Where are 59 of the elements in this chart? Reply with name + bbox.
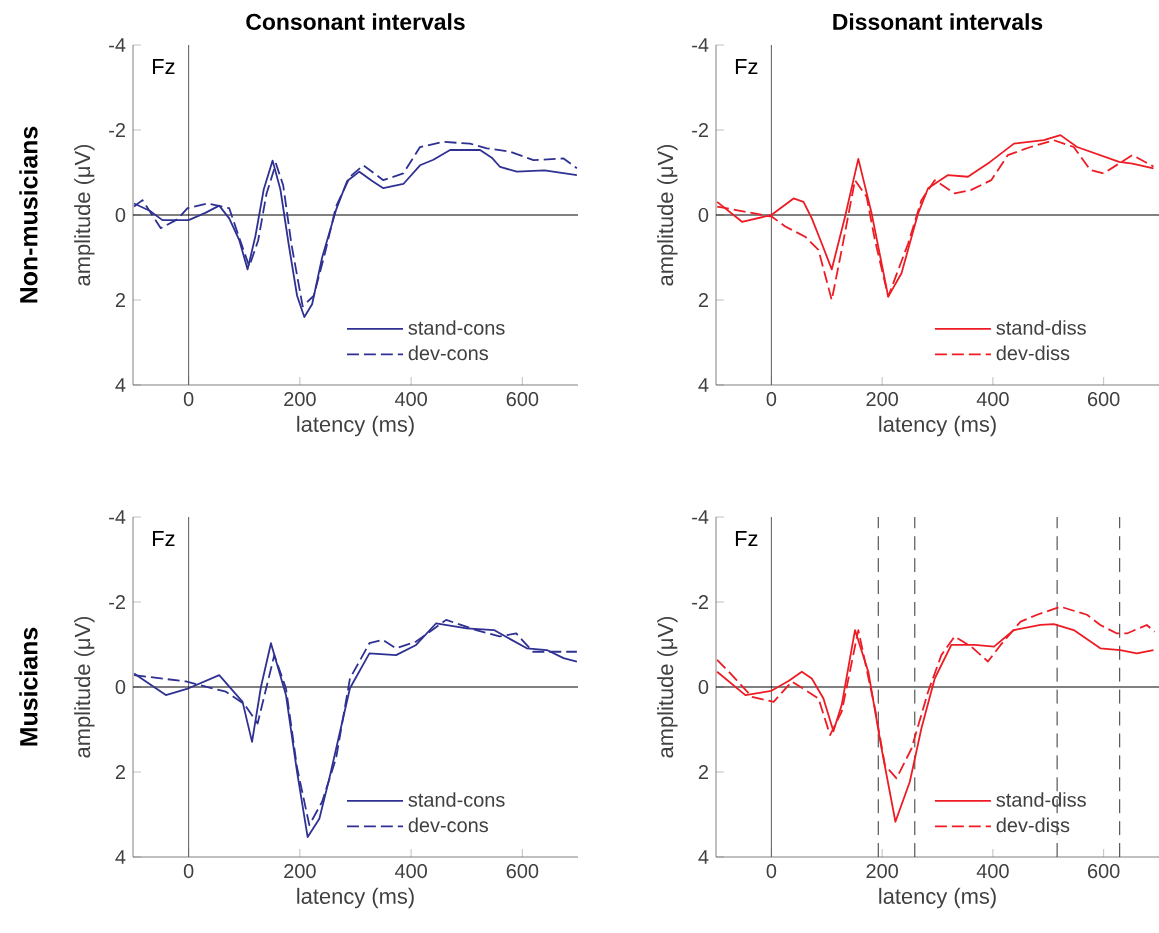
y-tick-label: -4 [692, 510, 709, 524]
y-axis-title: amplitude (μV) [657, 144, 678, 286]
y-tick-label: 0 [698, 679, 709, 695]
x-tick-label: 0 [183, 864, 194, 879]
y-axis-title: amplitude (μV) [74, 616, 95, 758]
x-tick-label: 0 [766, 864, 777, 879]
y-tick-label: 2 [698, 765, 708, 779]
y-tick-label: 4 [698, 850, 709, 864]
x-tick-label: 600 [1088, 392, 1120, 407]
annotation: Fz [735, 531, 758, 547]
y-axis-title: amplitude (μV) [74, 144, 95, 286]
y-tick-label: -2 [692, 595, 708, 609]
x-tick-label: 600 [506, 392, 539, 407]
y-tick-label: -2 [109, 123, 125, 137]
y-tick-label: -2 [692, 123, 708, 137]
x-tick-label: 200 [284, 864, 316, 879]
annotation: Fz [153, 59, 175, 75]
y-tick-label: 2 [115, 765, 125, 779]
x-tick-label: 600 [506, 864, 539, 879]
y-axis-title: amplitude (μV) [657, 616, 678, 758]
x-tick-label: 400 [976, 864, 1009, 879]
y-tick-label: 4 [115, 378, 126, 392]
legend-label: stand-cons [408, 792, 505, 807]
y-tick-label: 4 [698, 378, 709, 392]
x-axis-title: latency (ms) [297, 887, 414, 909]
x-tick-label: 400 [394, 392, 427, 407]
x-tick-label: 600 [1088, 864, 1120, 879]
x-tick-label: 200 [284, 392, 316, 407]
x-tick-label: 400 [976, 392, 1009, 407]
y-tick-label: -4 [109, 510, 126, 524]
chart-title: Consonant intervals [246, 13, 465, 30]
y-tick-label: 0 [698, 207, 709, 223]
text: Musicians [19, 627, 38, 746]
legend-label: dev-cons [408, 817, 488, 833]
y-tick-label: 0 [115, 207, 126, 223]
legend-label: stand-cons [408, 320, 505, 335]
x-tick-label: 0 [183, 392, 194, 407]
legend-label: stand-diss [996, 320, 1086, 335]
legend-label: dev-cons [408, 345, 488, 361]
y-tick-label: -2 [109, 595, 125, 609]
y-tick-label: -4 [109, 38, 126, 52]
y-tick-label: -4 [692, 38, 709, 52]
chart-title: Dissonant intervals [833, 13, 1043, 30]
x-axis-title: latency (ms) [879, 415, 996, 437]
x-tick-label: 200 [866, 392, 898, 407]
x-axis-title: latency (ms) [297, 415, 414, 437]
annotation: Fz [153, 531, 175, 547]
x-axis-title: latency (ms) [879, 887, 996, 909]
text: Non-musicians [19, 126, 38, 303]
legend-label: stand-diss [996, 792, 1086, 807]
y-tick-label: 4 [115, 850, 126, 864]
x-tick-label: 400 [394, 864, 427, 879]
legend-label: dev-diss [996, 345, 1070, 361]
x-tick-label: 0 [766, 392, 777, 407]
x-tick-label: 200 [866, 864, 898, 879]
y-tick-label: 2 [698, 293, 708, 307]
y-tick-label: 0 [115, 679, 126, 695]
y-tick-label: 2 [115, 293, 125, 307]
annotation: Fz [735, 59, 758, 75]
